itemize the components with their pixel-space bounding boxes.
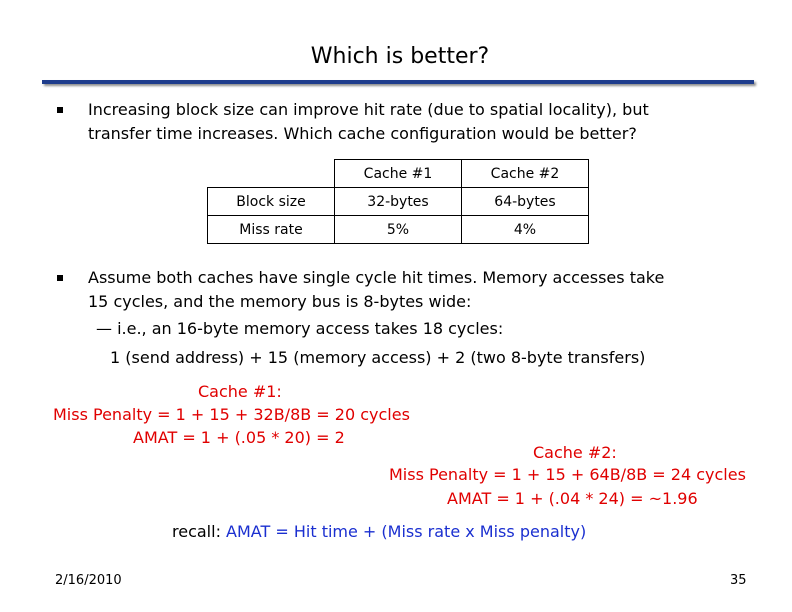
bullet-square-icon	[57, 107, 63, 113]
table-row: Block size 32-bytes 64-bytes	[207, 187, 589, 216]
table-row-label: Block size	[207, 187, 335, 216]
bullet1-line2: transfer time increases. Which cache con…	[88, 124, 637, 143]
cache2-miss-penalty: Miss Penalty = 1 + 15 + 64B/8B = 24 cycl…	[389, 465, 746, 484]
table-row: Miss rate 5% 4%	[207, 215, 589, 244]
cache2-amat: AMAT = 1 + (.04 * 24) = ~1.96	[447, 489, 698, 508]
bullet2-line2: 15 cycles, and the memory bus is 8-bytes…	[88, 292, 472, 311]
recall-prefix: recall:	[172, 522, 227, 541]
recall-formula: recall: AMAT = Hit time + (Miss rate x M…	[172, 522, 586, 541]
cache1-label: Cache #1:	[198, 382, 282, 401]
table-row-label: Miss rate	[207, 215, 335, 244]
amat-formula: AMAT = Hit time + (Miss rate x Miss pena…	[226, 522, 587, 541]
title-underline	[42, 80, 754, 84]
table-cell: 4%	[461, 215, 589, 244]
bullet-square-icon	[57, 275, 63, 281]
sub-bullet: — i.e., an 16-byte memory access takes 1…	[96, 319, 504, 338]
bullet2-line1: Assume both caches have single cycle hit…	[88, 268, 665, 287]
cache-comparison-table: Cache #1 Cache #2 Block size 32-bytes 64…	[207, 159, 589, 244]
slide-title: Which is better?	[310, 44, 490, 69]
cache1-miss-penalty: Miss Penalty = 1 + 15 + 32B/8B = 20 cycl…	[53, 405, 410, 424]
cache2-label: Cache #2:	[533, 443, 617, 462]
table-corner-cell	[208, 160, 335, 188]
table-header-row: Cache #1 Cache #2	[208, 159, 589, 188]
bullet1-line1: Increasing block size can improve hit ra…	[88, 100, 649, 119]
table-header-cache2: Cache #2	[461, 159, 589, 188]
footer-date: 2/16/2010	[55, 573, 122, 588]
page-number: 35	[730, 573, 747, 588]
cache1-amat: AMAT = 1 + (.05 * 20) = 2	[133, 428, 345, 447]
cycle-breakdown: 1 (send address) + 15 (memory access) + …	[110, 348, 646, 367]
table-header-cache1: Cache #1	[334, 159, 462, 188]
table-cell: 32-bytes	[334, 187, 462, 216]
table-cell: 64-bytes	[461, 187, 589, 216]
table-cell: 5%	[334, 215, 462, 244]
